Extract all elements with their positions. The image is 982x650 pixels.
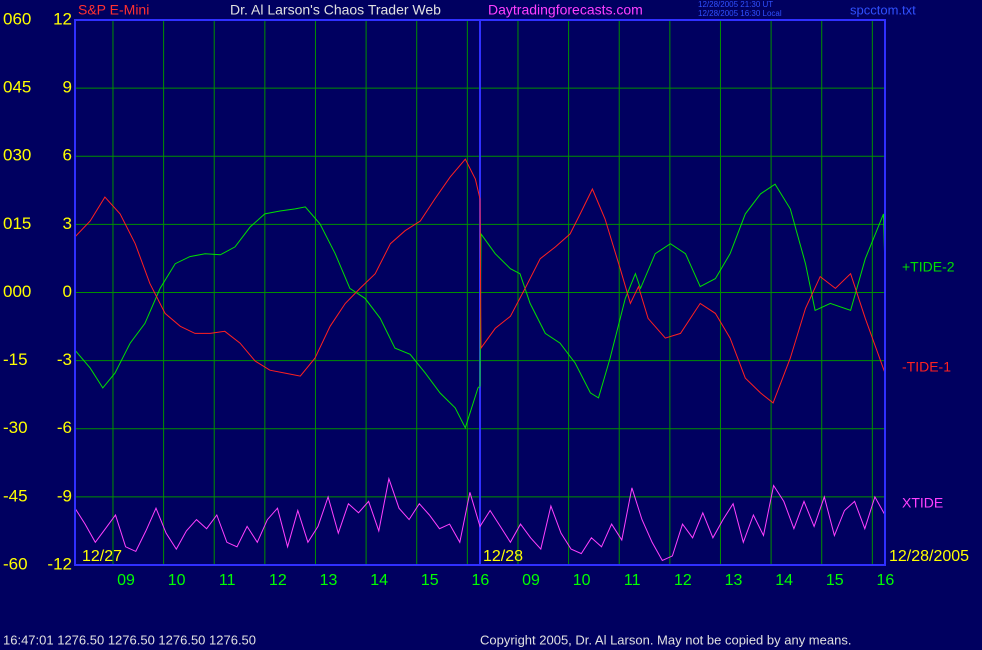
y-tick-label: -3	[57, 350, 72, 369]
header-site: Daytradingforecasts.com	[488, 2, 643, 18]
y-tick-label: 6	[63, 146, 72, 165]
y-tick-label: 9	[63, 78, 72, 97]
y-tick-label: 12	[53, 9, 72, 28]
y2-tick-label: -30	[3, 418, 28, 437]
day-label: 12/28	[483, 548, 523, 565]
x-tick-label: 13	[725, 572, 743, 589]
x-tick-label: 11	[219, 572, 236, 589]
series-line	[74, 476, 886, 562]
x-tick-label: 15	[826, 572, 844, 589]
x-tick-label: 09	[117, 572, 135, 589]
y2-tick-label: 000	[3, 282, 31, 301]
y2-tick-label: 060	[3, 9, 31, 28]
symbol: S&P E-Mini	[78, 2, 149, 18]
legend-label: -TIDE-1	[902, 359, 951, 375]
x-tick-label: 14	[775, 572, 793, 589]
header-title: Dr. Al Larson's Chaos Trader Web	[230, 2, 441, 18]
x-tick-label: 12	[269, 572, 287, 589]
y-tick-label: 3	[63, 214, 72, 233]
plot-lines	[74, 158, 886, 562]
y-tick-label: -9	[57, 486, 72, 505]
time-ut: 12/28/2005 21:30 UT	[698, 0, 773, 9]
series-line	[74, 183, 886, 430]
x-tick-label: 12	[674, 572, 692, 589]
time-local: 12/28/2005 16:30 Local	[698, 9, 782, 18]
x-tick-label: 10	[573, 572, 591, 589]
x-tick-label: 16	[471, 572, 489, 589]
y2-tick-label: 015	[3, 214, 31, 233]
plot-border	[74, 19, 886, 566]
copyright: Copyright 2005, Dr. Al Larson. May not b…	[480, 632, 851, 647]
y2-tick-label: -60	[3, 554, 28, 573]
x-tick-label: 16	[876, 572, 894, 589]
legend-label: +TIDE-2	[902, 259, 955, 275]
file-name: spcctom.txt	[850, 2, 916, 17]
y2-tick-label: -45	[3, 486, 28, 505]
y-tick-label: -12	[47, 554, 72, 573]
y-tick-label: -6	[57, 418, 72, 437]
day-label: 12/27	[82, 548, 122, 565]
legend-label: XTIDE	[902, 495, 943, 511]
x-tick-label: 14	[370, 572, 388, 589]
x-tick-label: 10	[168, 572, 186, 589]
x-tick-label: 11	[624, 572, 641, 589]
y-tick-label: 0	[63, 282, 72, 301]
y2-tick-label: -15	[3, 350, 28, 369]
quote: 16:47:01 1276.50 1276.50 1276.50 1276.50	[3, 632, 256, 647]
series-line	[74, 158, 886, 404]
x-tick-label: 15	[421, 572, 439, 589]
y2-tick-label: 045	[3, 78, 31, 97]
y2-tick-label: 030	[3, 146, 31, 165]
x-tick-label: 13	[320, 572, 338, 589]
day-label: 12/28/2005	[889, 548, 969, 565]
x-tick-label: 09	[522, 572, 540, 589]
